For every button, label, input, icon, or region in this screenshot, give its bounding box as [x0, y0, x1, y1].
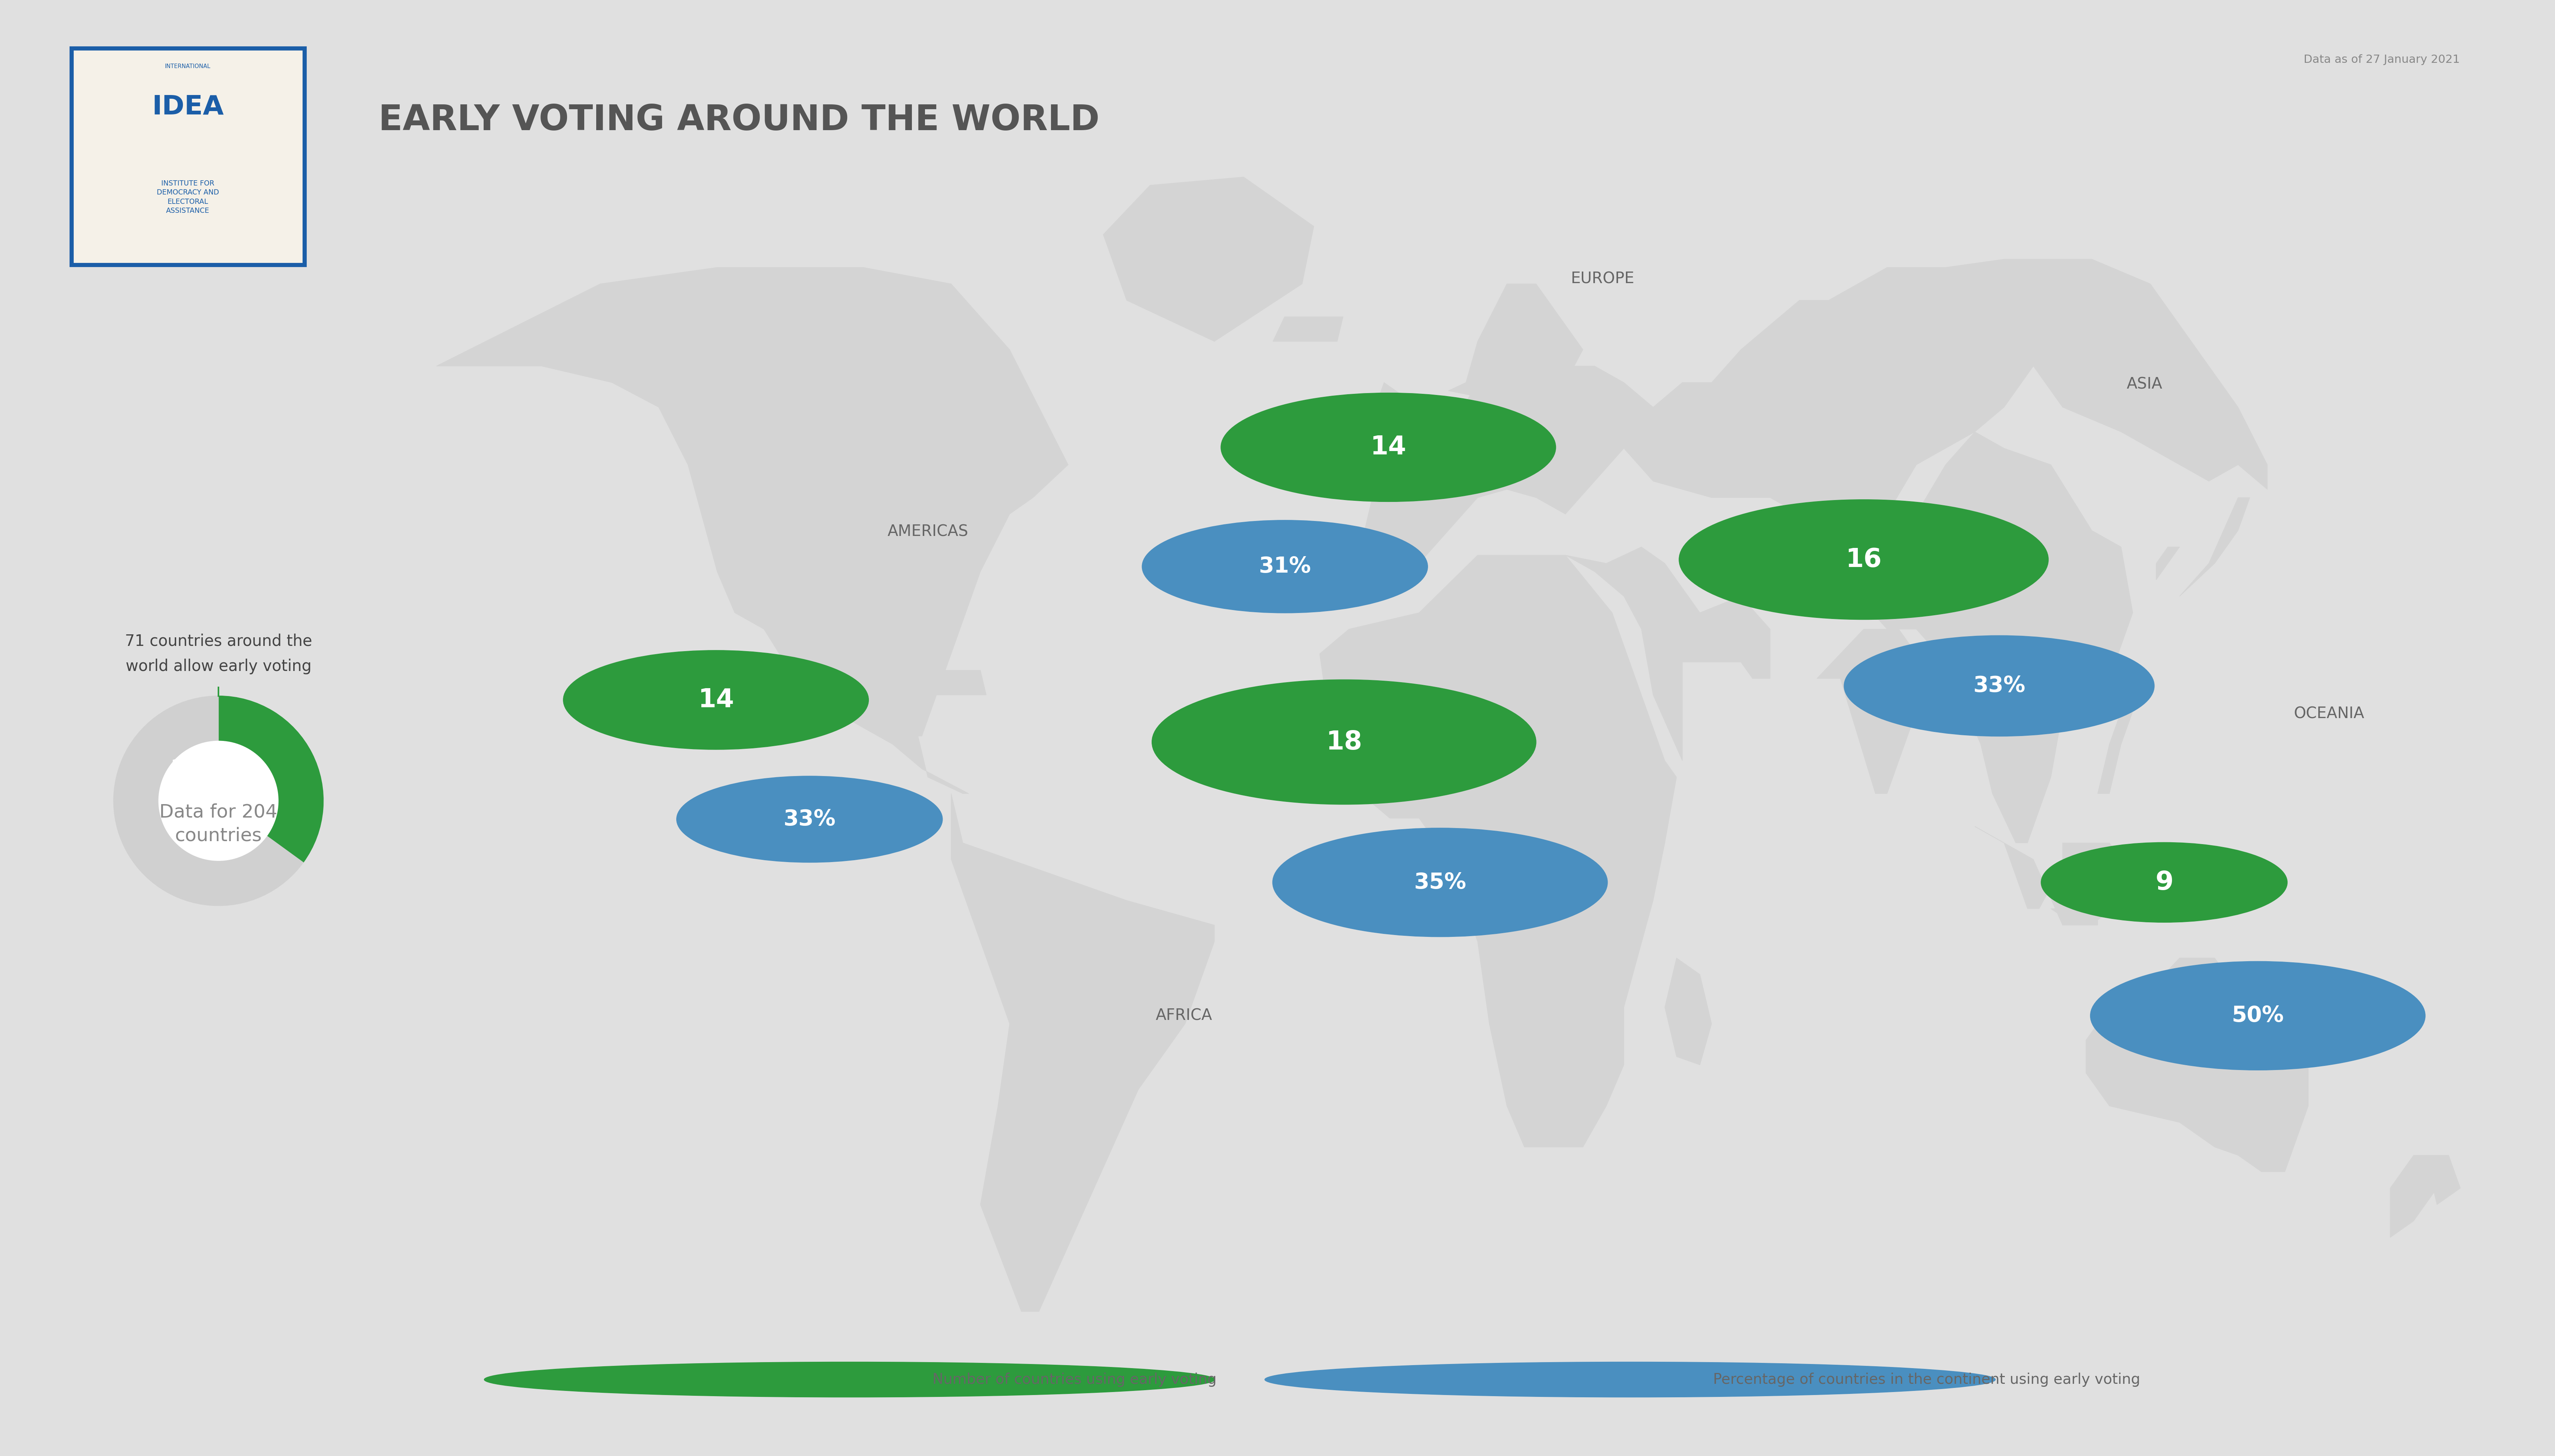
Polygon shape	[1817, 629, 1934, 794]
Text: AFRICA: AFRICA	[1155, 1008, 1211, 1024]
Wedge shape	[112, 696, 304, 906]
Polygon shape	[2052, 909, 2098, 925]
Circle shape	[483, 1361, 1216, 1398]
Text: 16: 16	[1845, 547, 1883, 572]
Text: 35%: 35%	[1413, 872, 1467, 893]
Ellipse shape	[1679, 499, 2049, 620]
Polygon shape	[2062, 843, 2121, 893]
Polygon shape	[2425, 1155, 2460, 1204]
Circle shape	[158, 741, 278, 860]
Polygon shape	[1313, 555, 1676, 1147]
Text: EUROPE: EUROPE	[1571, 271, 1635, 287]
Ellipse shape	[1272, 828, 1607, 936]
Polygon shape	[1536, 259, 2266, 547]
Polygon shape	[2085, 958, 2307, 1172]
Text: 71 countries around the: 71 countries around the	[125, 633, 312, 649]
Ellipse shape	[2090, 961, 2425, 1070]
Polygon shape	[1975, 827, 2121, 925]
Text: 9: 9	[2154, 869, 2174, 895]
Text: 33%: 33%	[784, 808, 835, 830]
Text: AMERICAS: AMERICAS	[887, 524, 968, 539]
Text: 33%: 33%	[1972, 676, 2026, 696]
Polygon shape	[2389, 1155, 2437, 1238]
Text: 31%: 31%	[1260, 556, 1311, 577]
Polygon shape	[437, 268, 1068, 794]
Text: Data as of 27 January 2021: Data as of 27 January 2021	[2305, 54, 2460, 66]
Polygon shape	[2156, 547, 2179, 579]
Text: EARLY VOTING AROUND THE WORLD: EARLY VOTING AROUND THE WORLD	[378, 103, 1099, 138]
Text: INTERNATIONAL: INTERNATIONAL	[166, 64, 210, 68]
Text: IDEA: IDEA	[151, 95, 225, 119]
Ellipse shape	[1142, 520, 1428, 613]
Polygon shape	[1362, 365, 1594, 563]
Polygon shape	[1980, 678, 2062, 843]
Text: 35%: 35%	[169, 757, 268, 798]
Polygon shape	[950, 794, 1214, 1312]
Ellipse shape	[562, 651, 869, 750]
FancyBboxPatch shape	[72, 48, 304, 265]
Text: 18: 18	[1326, 729, 1362, 754]
Ellipse shape	[1845, 635, 2154, 737]
Text: 14: 14	[698, 687, 733, 712]
Polygon shape	[1272, 317, 1344, 341]
Polygon shape	[1566, 547, 1771, 760]
Text: 14: 14	[1369, 435, 1405, 460]
Text: world allow early voting: world allow early voting	[125, 658, 312, 674]
Polygon shape	[1104, 178, 1313, 341]
Text: 50%: 50%	[2231, 1005, 2284, 1026]
Ellipse shape	[677, 776, 943, 862]
Text: OCEANIA: OCEANIA	[2294, 706, 2363, 722]
Polygon shape	[1449, 284, 1584, 399]
Circle shape	[1265, 1361, 1995, 1398]
Text: Data for 204
countries: Data for 204 countries	[158, 804, 278, 844]
Text: Percentage of countries in the continent using early voting: Percentage of countries in the continent…	[1712, 1373, 2141, 1386]
Ellipse shape	[1221, 393, 1556, 502]
Text: Number of countries using early voting: Number of countries using early voting	[933, 1373, 1216, 1386]
Polygon shape	[1372, 383, 1418, 448]
Polygon shape	[2179, 498, 2251, 597]
Ellipse shape	[1152, 680, 1536, 804]
Polygon shape	[1840, 432, 2133, 744]
Wedge shape	[220, 696, 324, 862]
Polygon shape	[2098, 712, 2133, 794]
Polygon shape	[922, 670, 986, 695]
Text: ASIA: ASIA	[2126, 376, 2162, 392]
Text: INSTITUTE FOR
DEMOCRACY AND
ELECTORAL
ASSISTANCE: INSTITUTE FOR DEMOCRACY AND ELECTORAL AS…	[156, 181, 220, 214]
Ellipse shape	[2041, 843, 2287, 923]
Polygon shape	[1666, 958, 1712, 1064]
